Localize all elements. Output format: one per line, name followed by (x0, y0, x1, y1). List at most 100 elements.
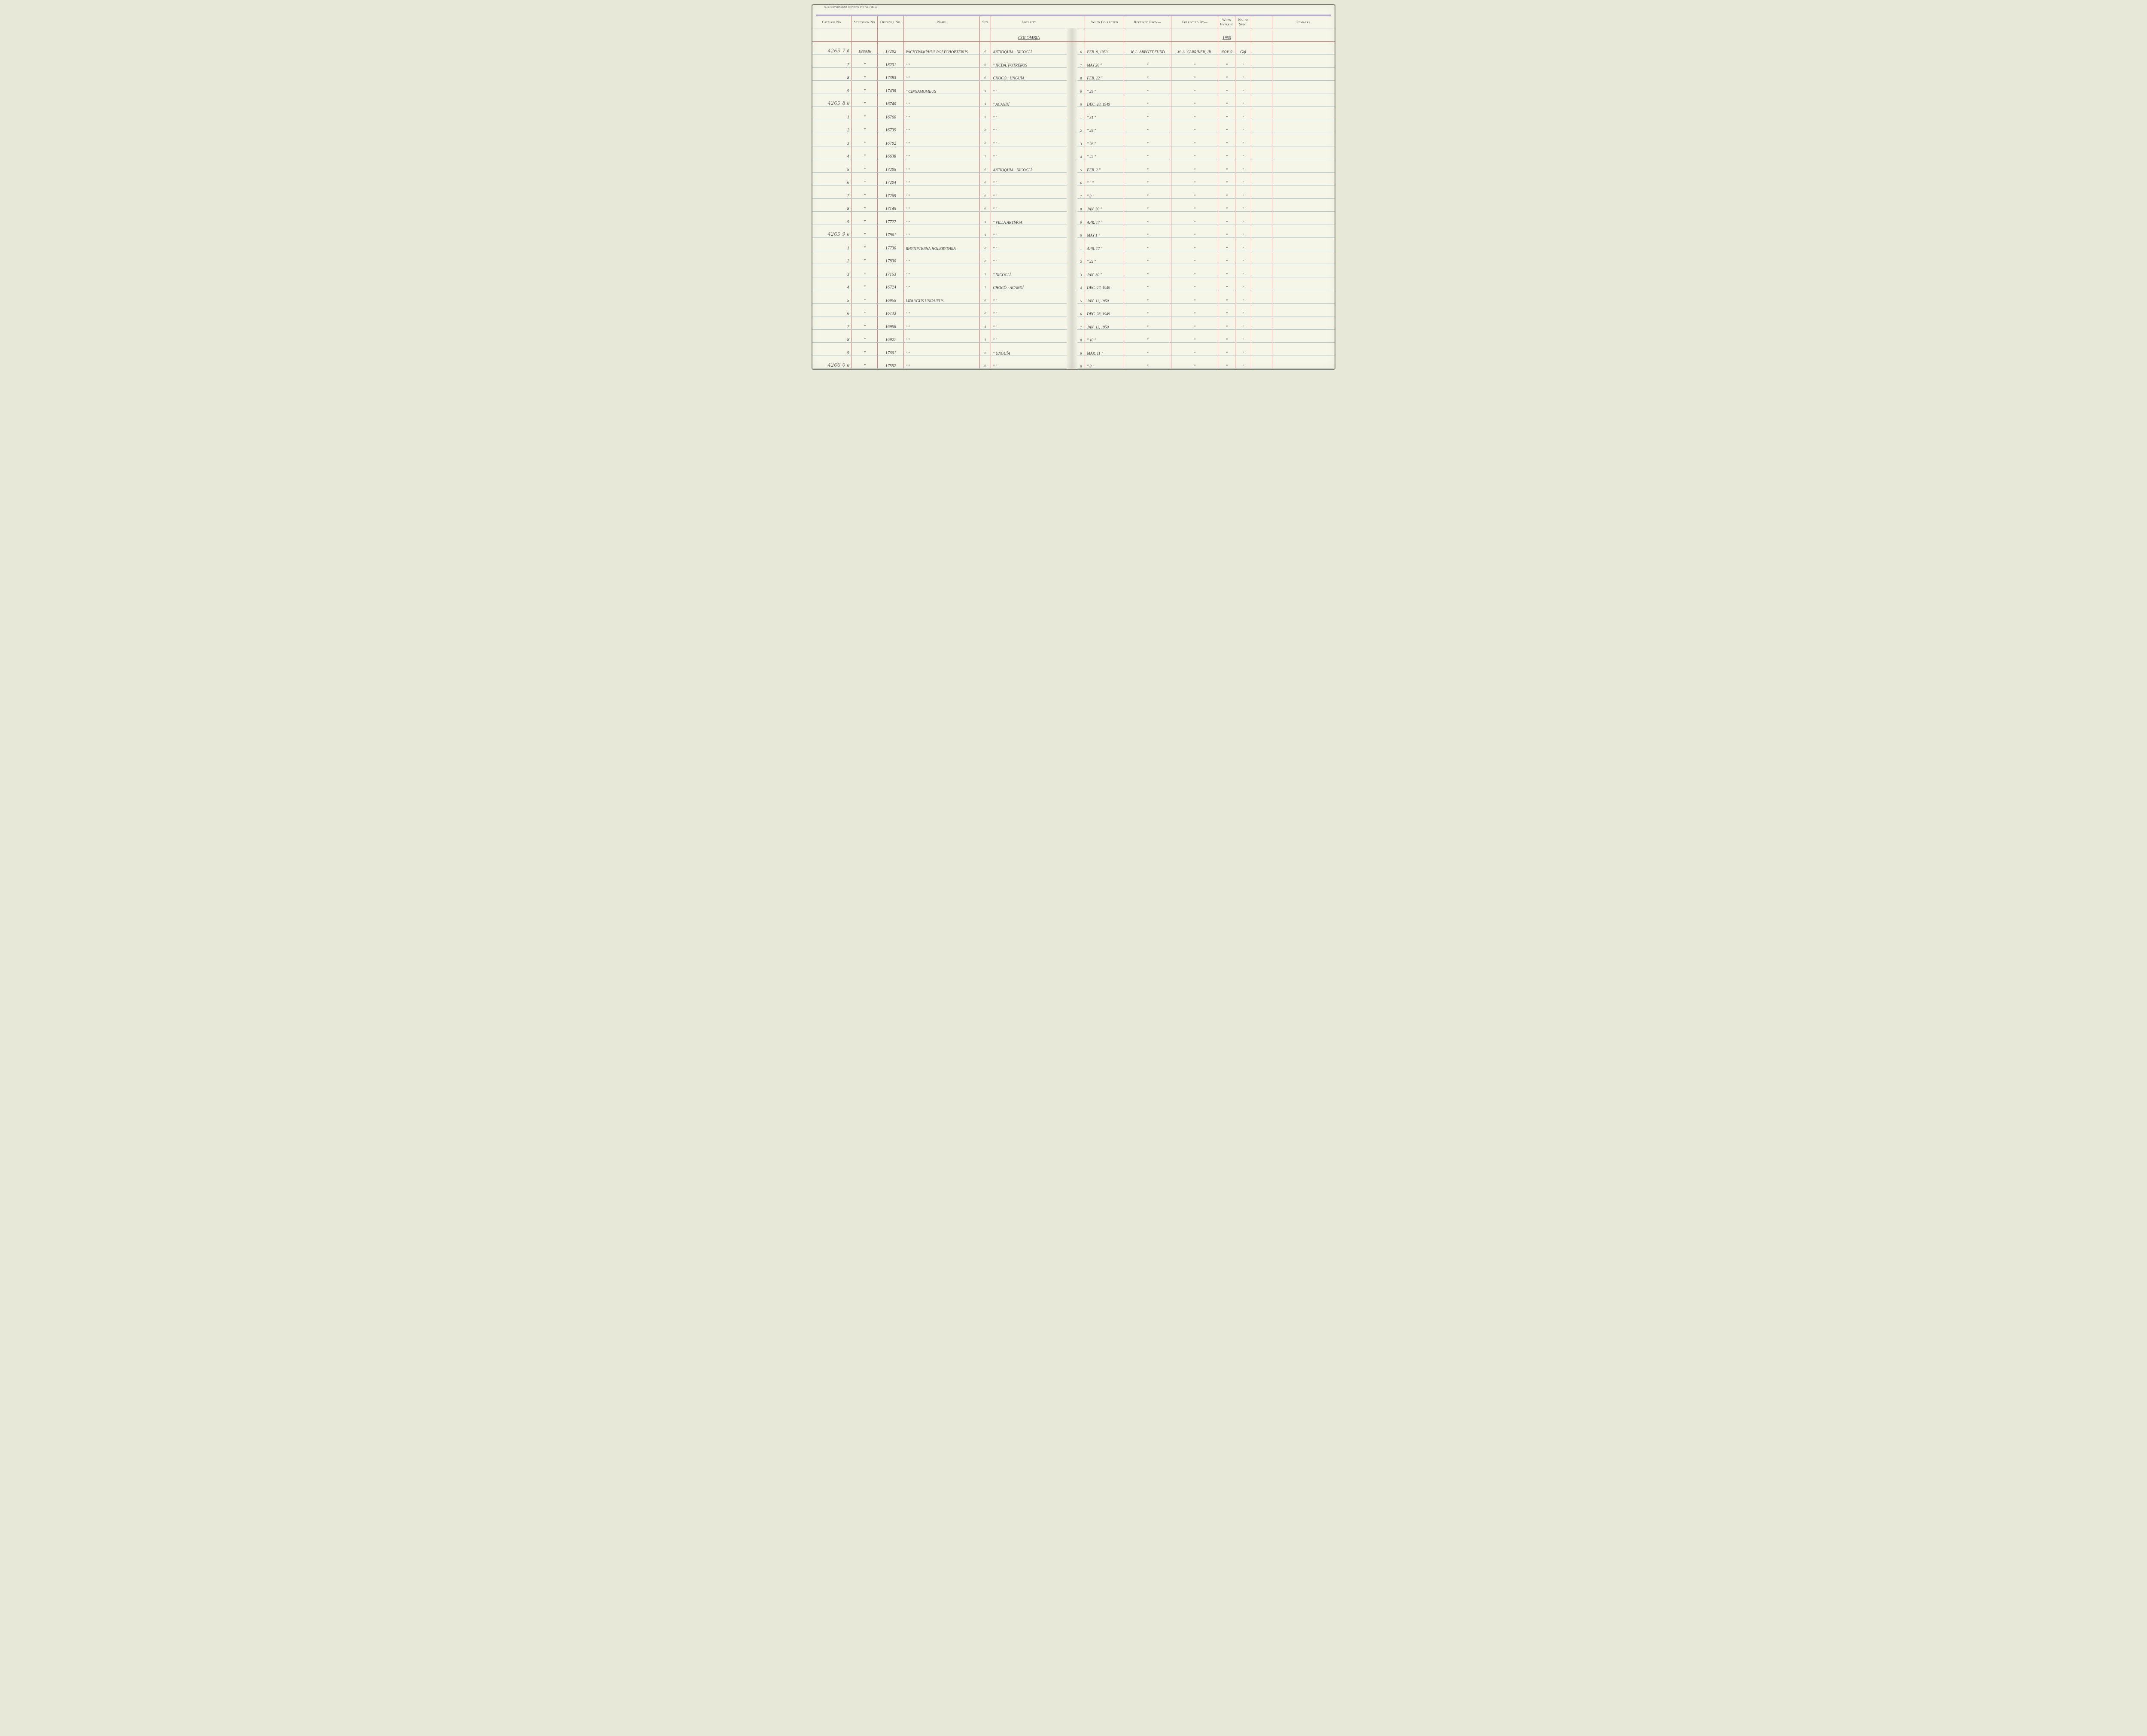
cell-collectedby: " (1171, 81, 1218, 94)
cell-nospec: " (1235, 172, 1251, 185)
cell-sex: ♀ (979, 329, 991, 343)
cell-name: " " (904, 107, 979, 120)
cell-locality: " NICOCLÍ (991, 264, 1067, 277)
cell-rownum: 5 (1077, 159, 1085, 173)
cell-accession: " (852, 133, 878, 146)
cell-locality: " " (991, 303, 1067, 316)
header-original: Original No. (878, 16, 904, 28)
cell-catalog: 7 (812, 185, 852, 199)
header-collected: When Collected (1085, 16, 1124, 28)
cell-rownum: 8 (1077, 198, 1085, 212)
page-gutter (1067, 356, 1077, 369)
cell-remarks (1272, 343, 1335, 356)
cell-remarks (1272, 94, 1335, 107)
cell-received: " (1124, 303, 1171, 316)
page-gutter (1067, 172, 1077, 185)
cell-received: " (1124, 133, 1171, 146)
cell-nospec: Gift (1235, 41, 1251, 55)
cell-extra (1251, 185, 1272, 199)
cell-extra (1251, 264, 1272, 277)
cell-collected: " 8 " (1085, 185, 1124, 199)
cell-original: 16724 (878, 277, 904, 290)
page-gutter (1067, 94, 1077, 107)
cell-catalog: 1 (812, 107, 852, 120)
cell-catalog: 6 (812, 172, 852, 185)
cell-remarks (1272, 146, 1335, 159)
cell-extra (1251, 303, 1272, 316)
header-name: Name (904, 16, 979, 28)
cell-rownum: 1 (1077, 107, 1085, 120)
cell-sex: ♂ (979, 159, 991, 173)
cell-collectedby: " (1171, 251, 1218, 264)
cell-remarks (1272, 55, 1335, 68)
cell-collected: " " " (1085, 172, 1124, 185)
cell-collected: APR. 17 " (1085, 212, 1124, 225)
cell-locality: " " (991, 81, 1067, 94)
cell-collected: JAN. 30 " (1085, 198, 1124, 212)
cell-collectedby: " (1171, 198, 1218, 212)
cell-collectedby: " (1171, 120, 1218, 133)
cell-received: " (1124, 198, 1171, 212)
ledger-row: 4265 8 0"16740" "♀" ACANDÍ0DEC. 28, 1949… (812, 94, 1335, 107)
cell-collected: DEC. 27, 1949 (1085, 277, 1124, 290)
cell-extra (1251, 55, 1272, 68)
printing-office-label: U. S. GOVERNMENT PRINTING OFFICE 765111 (812, 5, 1335, 9)
cell-accession: " (852, 343, 878, 356)
cell-accession: " (852, 94, 878, 107)
cell-collectedby: " (1171, 316, 1218, 330)
catalog-digit: 8 (847, 76, 849, 80)
cell-nospec: " (1235, 356, 1251, 369)
cell-catalog: 9 (812, 81, 852, 94)
cell-rownum: 2 (1077, 251, 1085, 264)
cell-original: 17204 (878, 172, 904, 185)
cell-original: 16702 (878, 133, 904, 146)
cell-accession: " (852, 120, 878, 133)
cell-remarks (1272, 133, 1335, 146)
catalog-digit: 1 (847, 246, 849, 251)
cell-nospec: " (1235, 238, 1251, 251)
cell-accession: " (852, 67, 878, 81)
page-gutter (1067, 290, 1077, 304)
cell-remarks (1272, 107, 1335, 120)
cell-nospec: " (1235, 159, 1251, 173)
cell-nospec: " (1235, 185, 1251, 199)
cell-entered: " (1218, 120, 1235, 133)
cell-collected: " 28 " (1085, 120, 1124, 133)
cell-accession: " (852, 212, 878, 225)
cell-extra (1251, 329, 1272, 343)
cell-nospec: " (1235, 251, 1251, 264)
cell-collected: DEC. 28, 1949 (1085, 94, 1124, 107)
cell-entered: " (1218, 133, 1235, 146)
cell-locality: " " (991, 198, 1067, 212)
ledger-row: 1"17730RHYTIPTERNA HOLERYTHRA♂" "1APR. 1… (812, 238, 1335, 251)
cell-accession: " (852, 198, 878, 212)
cell-locality: " " (991, 316, 1067, 330)
catalog-prefix: 4265 9 (827, 231, 846, 237)
cell-collected: APR. 17 " (1085, 238, 1124, 251)
cell-catalog: 3 (812, 264, 852, 277)
cell-catalog: 9 (812, 212, 852, 225)
cell-remarks (1272, 172, 1335, 185)
cell-accession: 188936 (852, 41, 878, 55)
cell-name: " " (904, 343, 979, 356)
ledger-row: 7"17269" "♂" "7" 8 """"" (812, 185, 1335, 199)
cell-extra (1251, 343, 1272, 356)
cell-received: " (1124, 67, 1171, 81)
cell-received: " (1124, 212, 1171, 225)
cell-received: " (1124, 185, 1171, 199)
cell-nospec: " (1235, 343, 1251, 356)
cell-remarks (1272, 225, 1335, 238)
cell-collectedby: " (1171, 264, 1218, 277)
cell-received: " (1124, 264, 1171, 277)
cell-entered: " (1218, 81, 1235, 94)
catalog-digit: 0 (846, 232, 849, 237)
cell-catalog: 9 (812, 343, 852, 356)
cell-extra (1251, 212, 1272, 225)
cell-rownum: 7 (1077, 316, 1085, 330)
cell-catalog: 4 (812, 146, 852, 159)
cell-extra (1251, 159, 1272, 173)
cell-remarks (1272, 67, 1335, 81)
cell-locality: " " (991, 251, 1067, 264)
cell-sex: ♀ (979, 212, 991, 225)
ledger-row: 9"17438" CINNAMOMEUS♀" "9" 25 """"" (812, 81, 1335, 94)
